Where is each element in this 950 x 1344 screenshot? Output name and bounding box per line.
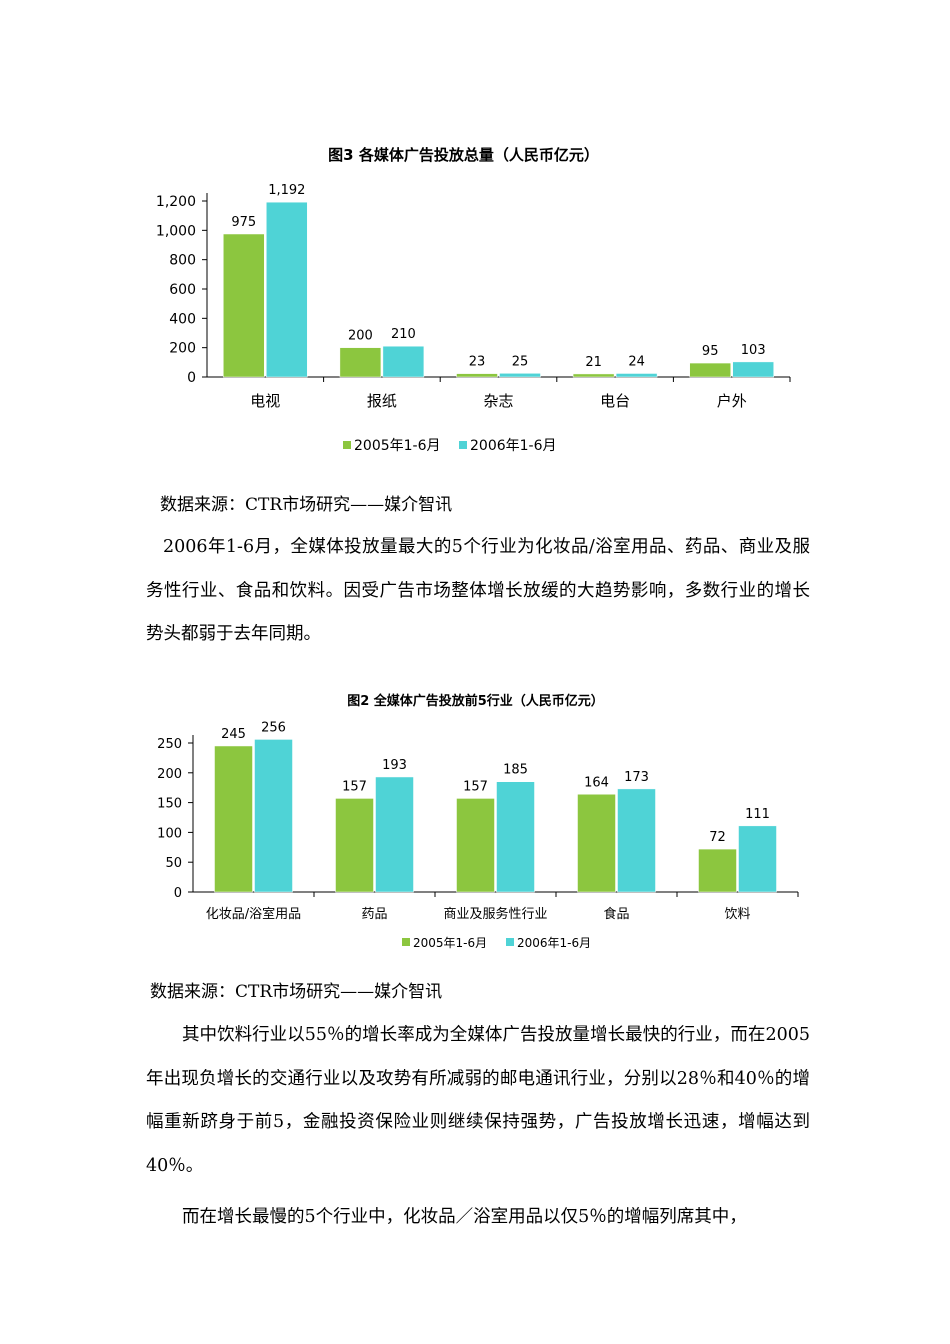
legend-swatch [402, 938, 410, 946]
legend-swatch [506, 938, 514, 946]
bar-series2 [738, 825, 777, 893]
paragraph-2: 其中饮料行业以55％的增长率成为全媒体广告投放量增长最快的行业，而在2005年出… [146, 1025, 810, 1176]
data-label: 95 [702, 344, 719, 359]
media-ad-spend-chart: 图3 各媒体广告投放总量（人民币亿元） 0 200 400 600 800 1,000 1,2… [156, 146, 791, 454]
x-category-label: 药品 [361, 907, 387, 922]
chart-title: 图2 全媒体广告投放前5行业（人民币亿元） [347, 693, 604, 709]
bar-series1 [698, 848, 737, 893]
bar-series1 [214, 745, 253, 893]
data-label: 210 [391, 327, 416, 342]
x-category-label: 电视 [250, 392, 280, 410]
x-category-label: 食品 [603, 906, 629, 922]
bar-series1 [456, 373, 498, 378]
data-label: 72 [709, 830, 726, 845]
x-category-label: 电台 [600, 392, 630, 410]
bar-series1 [689, 362, 731, 378]
x-category-label: 户外 [717, 392, 747, 410]
y-tick-label: 0 [174, 886, 182, 901]
paragraph-1: 2006年1-6月，全媒体投放量最大的5个行业为化妆品/浴室用品、药品、商业及服… [146, 537, 810, 644]
bar-series2 [375, 776, 414, 893]
y-tick-label: 150 [157, 797, 182, 812]
bar-series2 [496, 781, 535, 893]
x-category-label: 饮料 [724, 907, 750, 922]
data-label: 111 [745, 807, 770, 822]
data-label: 103 [741, 343, 766, 358]
legend-swatch [459, 441, 467, 449]
bar-series1 [456, 798, 495, 893]
paragraph-3: 而在增长最慢的5个行业中，化妆品／浴室用品以仅5％的增幅列席其中， [182, 1207, 747, 1227]
chart-title: 图3 各媒体广告投放总量（人民币亿元） [328, 146, 599, 164]
data-label: 1,192 [268, 183, 305, 198]
chart2-source: 数据来源：CTR市场研究——媒介智讯 [150, 982, 443, 1002]
y-tick-label: 50 [165, 856, 182, 871]
bar-series1 [572, 373, 615, 378]
data-label: 21 [585, 355, 602, 370]
bar-series2 [732, 361, 774, 378]
bar-series2 [254, 739, 293, 893]
bar-series2 [617, 788, 656, 893]
bar-series2 [499, 373, 541, 378]
data-label: 245 [221, 727, 246, 742]
data-label: 256 [261, 720, 286, 735]
data-label: 157 [463, 779, 488, 794]
data-label: 23 [469, 355, 486, 370]
data-label: 24 [628, 354, 645, 369]
chart1-source: 数据来源：CTR市场研究——媒介智讯 [160, 495, 453, 515]
y-tick-label: 400 [169, 311, 196, 327]
x-category-label: 化妆品/浴室用品 [206, 906, 301, 922]
y-tick-label: 200 [169, 341, 196, 357]
data-label: 185 [503, 763, 528, 778]
y-tick-label: 250 [157, 737, 182, 752]
bar-series2 [266, 201, 308, 378]
bar-series1 [577, 794, 616, 893]
legend-label: 2005年1-6月 [413, 936, 487, 950]
bar-series1 [335, 798, 374, 893]
y-tick-label: 0 [187, 370, 196, 386]
legend-label: 2006年1-6月 [470, 438, 557, 454]
bar-series2 [615, 373, 658, 378]
data-label: 200 [348, 329, 373, 344]
data-label: 164 [584, 775, 609, 790]
x-category-label: 报纸 [367, 392, 397, 410]
y-tick-label: 1,200 [156, 194, 196, 210]
y-tick-label: 100 [157, 826, 182, 841]
legend-label: 2006年1-6月 [517, 936, 591, 950]
bar-series1 [223, 233, 265, 378]
y-tick-label: 600 [169, 282, 196, 298]
bar-series2 [382, 345, 425, 378]
data-label: 193 [382, 758, 407, 773]
x-category-label: 商业及服务性行业 [443, 906, 547, 922]
y-tick-label: 1,000 [156, 223, 196, 239]
x-category-label: 杂志 [483, 392, 513, 410]
top5-industries-chart: 图2 全媒体广告投放前5行业（人民币亿元） 0 50 100 150 200 250 化妆品/… [157, 693, 799, 950]
legend-label: 2005年1-6月 [354, 438, 441, 454]
y-tick-label: 200 [157, 767, 182, 782]
legend-swatch [343, 441, 351, 449]
data-label: 25 [512, 354, 529, 369]
y-tick-label: 800 [169, 253, 196, 269]
data-label: 975 [231, 215, 256, 230]
data-label: 173 [624, 770, 649, 785]
bar-series1 [339, 347, 382, 378]
data-label: 157 [342, 779, 367, 794]
